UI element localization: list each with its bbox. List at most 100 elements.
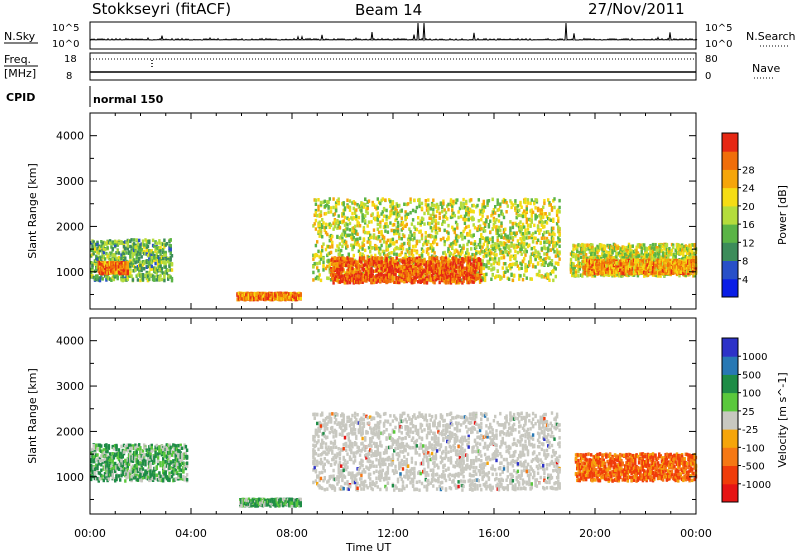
data-cell — [346, 269, 349, 274]
data-cell — [547, 275, 550, 279]
data-cell — [140, 266, 143, 270]
data-cell — [459, 267, 463, 271]
data-cell — [573, 265, 576, 269]
data-cell — [370, 271, 373, 275]
data-cell — [375, 246, 378, 251]
data-cell — [340, 248, 343, 253]
data-cell — [485, 218, 488, 222]
data-cell — [146, 253, 150, 258]
data-cell — [361, 275, 364, 279]
data-cell — [489, 237, 492, 241]
data-cell — [494, 275, 497, 280]
data-cell — [444, 256, 448, 260]
data-cell — [380, 273, 383, 277]
data-cell — [408, 227, 411, 231]
data-cell — [472, 268, 475, 272]
data-cell — [581, 273, 584, 277]
data-cell — [396, 212, 400, 217]
data-cell — [98, 246, 102, 250]
data-cell — [446, 237, 449, 242]
data-cell — [134, 260, 137, 265]
data-cell — [447, 278, 450, 283]
data-cell — [343, 207, 347, 212]
data-cell — [341, 254, 344, 258]
data-cell — [153, 266, 156, 270]
data-cell — [456, 239, 459, 243]
data-cell — [390, 268, 393, 272]
data-cell — [495, 274, 498, 279]
data-cell — [476, 227, 479, 231]
data-cell — [429, 260, 432, 264]
data-cell — [543, 212, 546, 216]
data-cell — [540, 262, 544, 267]
data-cell — [454, 255, 458, 259]
data-cell — [389, 210, 392, 214]
data-cell — [496, 261, 499, 265]
data-cell — [425, 208, 429, 212]
data-cell — [322, 264, 325, 268]
data-cell — [352, 253, 355, 258]
data-cell — [502, 241, 506, 245]
data-cell — [442, 267, 445, 271]
data-cell — [389, 255, 392, 260]
data-cell — [140, 242, 143, 246]
data-cell — [554, 267, 557, 271]
data-cell — [124, 246, 127, 251]
data-cell — [391, 210, 395, 215]
data-cell — [401, 226, 405, 231]
data-cell — [169, 268, 172, 272]
data-cell — [341, 212, 344, 216]
data-cell — [539, 228, 542, 232]
data-cell — [351, 266, 354, 271]
data-cell — [121, 278, 124, 283]
data-cell — [165, 242, 169, 246]
data-cell — [380, 260, 383, 265]
data-cell — [525, 209, 528, 213]
data-cell — [550, 238, 554, 242]
data-cell — [516, 250, 520, 255]
data-cell — [385, 248, 388, 252]
data-cell — [476, 276, 479, 280]
data-cell — [428, 233, 431, 238]
data-cell — [386, 264, 390, 269]
data-cell — [492, 225, 496, 229]
data-cell — [456, 258, 459, 262]
data-cell — [314, 227, 318, 231]
data-cell — [478, 280, 482, 284]
data-cell — [388, 215, 391, 220]
data-cell — [357, 278, 361, 282]
data-cell — [318, 212, 321, 217]
data-cell — [102, 247, 105, 251]
data-cell — [96, 276, 99, 280]
data-cell — [377, 271, 381, 276]
data-cell — [536, 238, 540, 242]
data-cell — [534, 217, 537, 221]
data-cell — [524, 253, 527, 257]
data-cell — [129, 253, 132, 257]
data-cell — [380, 269, 383, 273]
data-cell — [149, 273, 152, 278]
data-cell — [487, 248, 491, 252]
data-cell — [356, 237, 359, 241]
data-cell — [132, 264, 136, 269]
data-cell — [365, 270, 368, 274]
data-cell — [511, 236, 515, 240]
data-cell — [326, 264, 329, 269]
data-cell — [396, 220, 400, 225]
data-cell — [358, 224, 362, 228]
data-cell — [573, 274, 576, 278]
data-cell — [393, 264, 396, 268]
data-cell — [379, 239, 382, 243]
data-cell — [337, 197, 340, 201]
data-cell — [140, 268, 143, 273]
data-cell — [519, 200, 522, 205]
data-cell — [149, 263, 152, 267]
data-cell — [526, 230, 530, 235]
data-cell — [571, 261, 574, 266]
data-cell — [146, 274, 150, 278]
data-cell — [324, 225, 328, 230]
data-cell — [420, 220, 424, 224]
data-cell — [396, 262, 400, 267]
data-cell — [482, 227, 485, 231]
data-cell — [572, 247, 575, 252]
